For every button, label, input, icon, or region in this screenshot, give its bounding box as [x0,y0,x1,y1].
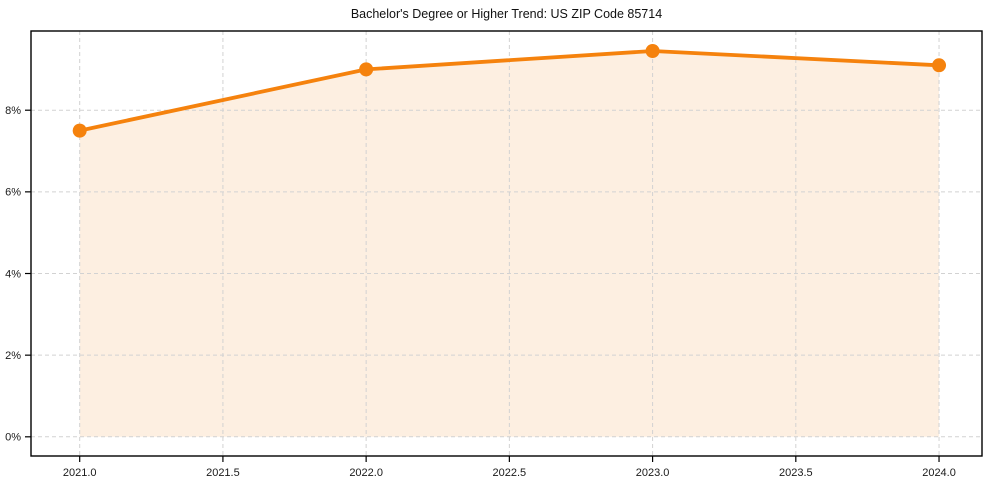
data-point-marker [645,44,660,59]
x-tick-label: 2023.0 [636,467,670,479]
x-tick-label: 2022.5 [493,467,527,479]
x-tick-label: 2021.0 [63,467,97,479]
data-point-marker [932,58,947,73]
x-tick-label: 2022.0 [349,467,383,479]
plot-border [30,30,983,457]
data-point-marker [359,62,374,77]
y-tick-label: 0% [5,432,21,444]
trend-line [77,49,941,133]
y-tick-label: 6% [5,187,21,199]
y-tick-label: 4% [5,268,21,280]
y-tick-label: 8% [5,105,21,117]
x-tick-label: 2021.5 [206,467,240,479]
x-tick-label: 2024.0 [922,467,956,479]
data-point-marker [72,123,87,138]
chart-title: Bachelor's Degree or Higher Trend: US ZI… [350,7,663,21]
x-tick-label: 2023.5 [779,467,813,479]
y-tick-label: 2% [5,350,21,362]
